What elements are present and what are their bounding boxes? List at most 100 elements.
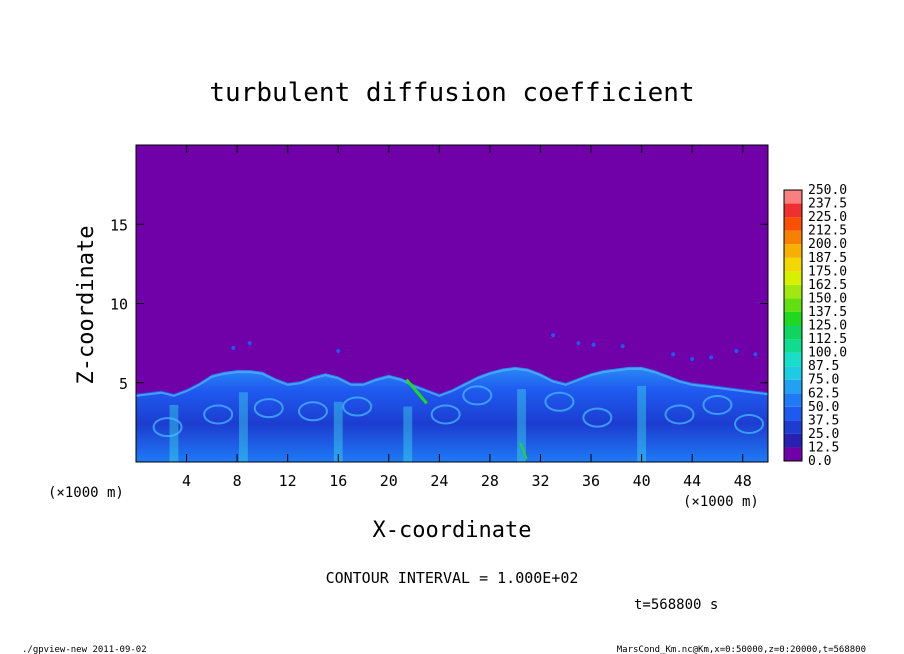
colorbar-label: 75.0: [808, 373, 839, 388]
x-unit-left: (×1000 m): [48, 485, 124, 501]
colorbar-swatch: [784, 298, 802, 312]
colorbar-frame: [783, 189, 803, 462]
y-tick-label: 15: [110, 216, 128, 234]
footer-left: ./gpview-new 2011-09-02: [22, 645, 147, 654]
colorbar-swatch: [784, 284, 802, 299]
colorbar-label: 225.0: [808, 210, 847, 225]
turbulence-blob: [576, 341, 581, 346]
turbulence-blob: [690, 356, 695, 361]
time-label: t=568800 s: [634, 597, 718, 613]
vortex-swirl: [582, 407, 613, 428]
colorbar-swatch: [784, 257, 802, 272]
colorbar-swatch: [784, 339, 802, 353]
colorbar-label: 0.0: [808, 454, 831, 469]
vortex-swirl: [253, 398, 284, 419]
colorbar-label: 100.0: [808, 346, 847, 361]
turbulence-blob: [753, 352, 758, 357]
colorbar-swatch: [784, 244, 802, 258]
x-tick-label: 48: [734, 472, 752, 490]
plume-column: [239, 392, 248, 462]
turbulence-blob: [551, 333, 556, 338]
turbulence-blob: [247, 341, 252, 346]
turbulence-blob: [620, 344, 625, 349]
plume-column: [333, 401, 343, 462]
colorbar-label: 212.5: [808, 224, 847, 239]
colorbar-label: 112.5: [808, 332, 847, 347]
colorbar-label: 187.5: [808, 251, 847, 266]
colorbar-swatch: [784, 311, 802, 326]
colorbar-swatch: [784, 203, 802, 218]
vortex-swirl: [544, 391, 575, 412]
colorbar-label: 175.0: [808, 264, 847, 279]
colorbar-swatch: [784, 420, 802, 434]
x-tick-label: 12: [279, 472, 297, 490]
vortex-swirl: [462, 385, 493, 406]
colorbar-label: 125.0: [808, 319, 847, 334]
colorbar-label: 87.5: [808, 359, 839, 374]
vortex-swirl: [702, 394, 733, 415]
x-unit-right: (×1000 m): [683, 494, 759, 510]
colorbar-label: 62.5: [808, 386, 839, 401]
colorbar-swatch: [784, 447, 802, 461]
turbulence-blob: [591, 342, 596, 347]
plume-column: [403, 406, 413, 462]
colorbar-swatch: [784, 406, 802, 421]
colorbar-swatch: [784, 230, 802, 245]
colorbar-label: 50.0: [808, 400, 839, 415]
colorbar-label: 162.5: [808, 278, 847, 293]
vortex-swirl: [203, 404, 234, 425]
y-tick-label: 5: [119, 375, 128, 393]
colorbar-swatch: [784, 271, 802, 285]
vortex-swirl: [664, 404, 695, 425]
colorbar-label: 25.0: [808, 427, 839, 442]
turbulence-blob: [336, 349, 341, 354]
vortex-swirl: [734, 413, 765, 434]
x-tick-label: 24: [430, 472, 448, 490]
turbulence-blob: [709, 355, 714, 360]
colorbar-label: 237.5: [808, 197, 847, 212]
turbulence-blob: [671, 352, 676, 357]
y-axis-label: Z-coordinate: [74, 226, 99, 385]
colorbar-label: 200.0: [808, 237, 847, 252]
vortex-swirl: [152, 417, 183, 438]
contour-interval-label: CONTOUR INTERVAL = 1.000E+02: [326, 569, 579, 587]
x-tick-label: 44: [683, 472, 701, 490]
high-value-streak: [405, 378, 428, 405]
footer-right: MarsCond_Km.nc@Km,x=0:50000,z=0:20000,t=…: [617, 645, 866, 654]
colorbar-label: 250.0: [808, 183, 847, 198]
colorbar-swatch: [784, 433, 802, 448]
x-tick-label: 36: [582, 472, 600, 490]
y-tick-label: 10: [110, 296, 128, 314]
colorbar-swatch: [784, 190, 802, 204]
colorbar-swatch: [784, 352, 802, 367]
vortex-swirl: [430, 404, 461, 425]
colorbar-swatch: [784, 393, 802, 407]
colorbar: 0.012.525.037.550.062.575.087.5100.0112.…: [783, 183, 847, 469]
colorbar-label: 12.5: [808, 440, 839, 455]
x-tick-label: 40: [633, 472, 651, 490]
x-tick-label: 32: [531, 472, 549, 490]
x-tick-label: 4: [182, 472, 191, 490]
x-tick-label: 20: [380, 472, 398, 490]
chart-title: turbulent diffusion coefficient: [209, 78, 694, 108]
colorbar-swatch: [784, 379, 802, 394]
x-tick-label: 16: [329, 472, 347, 490]
plume-column: [169, 404, 179, 462]
vortex-swirl: [342, 396, 373, 417]
boundary-layer-top: [136, 367, 768, 397]
x-tick-label: 8: [233, 472, 242, 490]
colorbar-label: 137.5: [808, 305, 847, 320]
plume-column: [517, 389, 526, 462]
vortex-swirl: [297, 401, 328, 422]
colorbar-swatch: [784, 366, 802, 380]
turbulence-blob: [734, 349, 739, 354]
colorbar-label: 150.0: [808, 291, 847, 306]
colorbar-swatch: [784, 325, 802, 340]
turbulence-blob: [231, 345, 236, 350]
high-value-streak: [519, 442, 528, 460]
plume-column: [637, 385, 647, 462]
colorbar-swatch: [784, 217, 802, 231]
colorbar-label: 37.5: [808, 413, 839, 428]
